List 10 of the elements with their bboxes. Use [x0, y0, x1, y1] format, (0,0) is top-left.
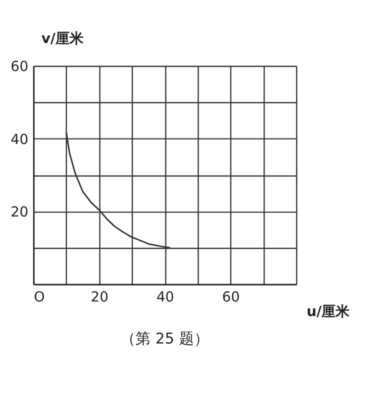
- text: （第 25 题）: [120, 330, 209, 348]
- y-axis-title: v/厘米: [41, 31, 84, 48]
- y-tick-label: 60: [10, 59, 28, 76]
- x-tick-label: O: [34, 289, 45, 306]
- x-tick-label: 20: [90, 289, 108, 306]
- y-tick-label: 20: [10, 204, 28, 221]
- x-tick-label: 40: [156, 289, 174, 306]
- x-axis-title: u/厘米: [306, 304, 351, 320]
- y-tick-label: 40: [10, 132, 28, 148]
- x-tick-label: 60: [222, 289, 240, 306]
